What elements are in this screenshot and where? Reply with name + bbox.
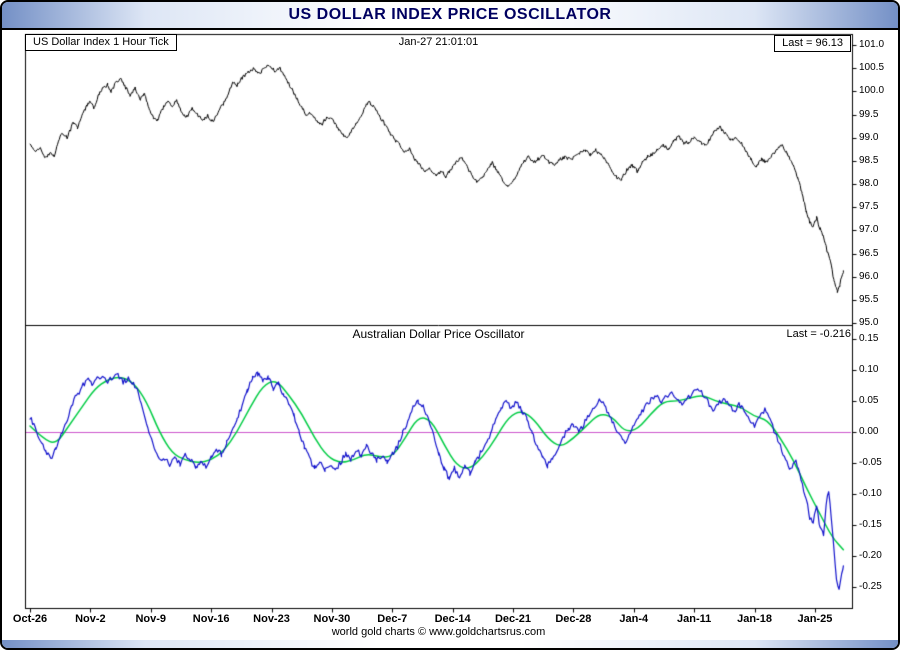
y-axis-label: 0.10 bbox=[859, 364, 879, 376]
y-axis-label: 95.0 bbox=[859, 317, 879, 329]
tick-series-label: US Dollar Index 1 Hour Tick bbox=[25, 34, 177, 51]
window-title: US DOLLAR INDEX PRICE OSCILLATOR bbox=[288, 6, 612, 23]
last-oscillator-label: Last = -0.216 bbox=[786, 328, 851, 340]
y-axis-label: 0.15 bbox=[859, 333, 879, 345]
x-axis-label: Dec-14 bbox=[434, 613, 471, 625]
x-axis-label: Nov-16 bbox=[192, 613, 230, 625]
chart-timestamp: Jan-27 21:01:01 bbox=[398, 36, 479, 48]
y-axis-label: -0.05 bbox=[859, 457, 882, 469]
title-bar: US DOLLAR INDEX PRICE OSCILLATOR bbox=[2, 2, 898, 30]
y-axis-label: 100.5 bbox=[859, 62, 885, 74]
x-axis-label: Dec-7 bbox=[377, 613, 408, 625]
oscillator-title: Australian Dollar Price Oscillator bbox=[352, 327, 525, 341]
y-axis-label: -0.15 bbox=[859, 519, 882, 531]
x-axis-label: Dec-28 bbox=[555, 613, 592, 625]
x-axis-label: Nov-30 bbox=[313, 613, 351, 625]
bottom-strip bbox=[2, 640, 898, 648]
footer-caption: world gold charts © www.goldchartsrus.co… bbox=[331, 626, 546, 638]
y-axis-label: 97.5 bbox=[859, 201, 879, 213]
y-axis-label: 96.5 bbox=[859, 247, 879, 259]
x-axis-label: Jan-25 bbox=[797, 613, 833, 625]
y-axis-label: 99.0 bbox=[859, 131, 879, 143]
y-axis-label: -0.10 bbox=[859, 488, 882, 500]
y-axis-label: -0.20 bbox=[859, 549, 882, 561]
y-axis-label: 96.0 bbox=[859, 270, 879, 282]
x-axis-label: Dec-21 bbox=[494, 613, 532, 625]
x-axis-label: Nov-2 bbox=[75, 613, 106, 625]
x-axis-label: Jan-18 bbox=[737, 613, 772, 625]
price-oscillator-canvas bbox=[2, 30, 898, 640]
x-axis-label: Nov-9 bbox=[135, 613, 167, 625]
y-axis-label: -0.25 bbox=[859, 580, 882, 592]
x-axis-label: Jan-4 bbox=[619, 613, 649, 625]
last-price-label: Last = 96.13 bbox=[774, 35, 851, 52]
x-axis-label: Jan-11 bbox=[677, 613, 712, 625]
y-axis-label: 0.00 bbox=[859, 426, 879, 438]
y-axis-label: 95.5 bbox=[859, 293, 879, 305]
y-axis-label: 98.5 bbox=[859, 154, 879, 166]
y-axis-label: 98.0 bbox=[859, 178, 879, 190]
x-axis-label: Nov-23 bbox=[253, 613, 290, 625]
chart-area: US Dollar Index 1 Hour Tick Jan-27 21:01… bbox=[2, 30, 898, 640]
x-axis-label: Oct-26 bbox=[12, 613, 48, 625]
y-axis-label: 97.0 bbox=[859, 224, 879, 236]
y-axis-label: 101.0 bbox=[859, 39, 885, 51]
y-axis-label: 99.5 bbox=[859, 108, 879, 120]
y-axis-label: 0.05 bbox=[859, 395, 879, 407]
y-axis-label: 100.0 bbox=[859, 85, 885, 97]
